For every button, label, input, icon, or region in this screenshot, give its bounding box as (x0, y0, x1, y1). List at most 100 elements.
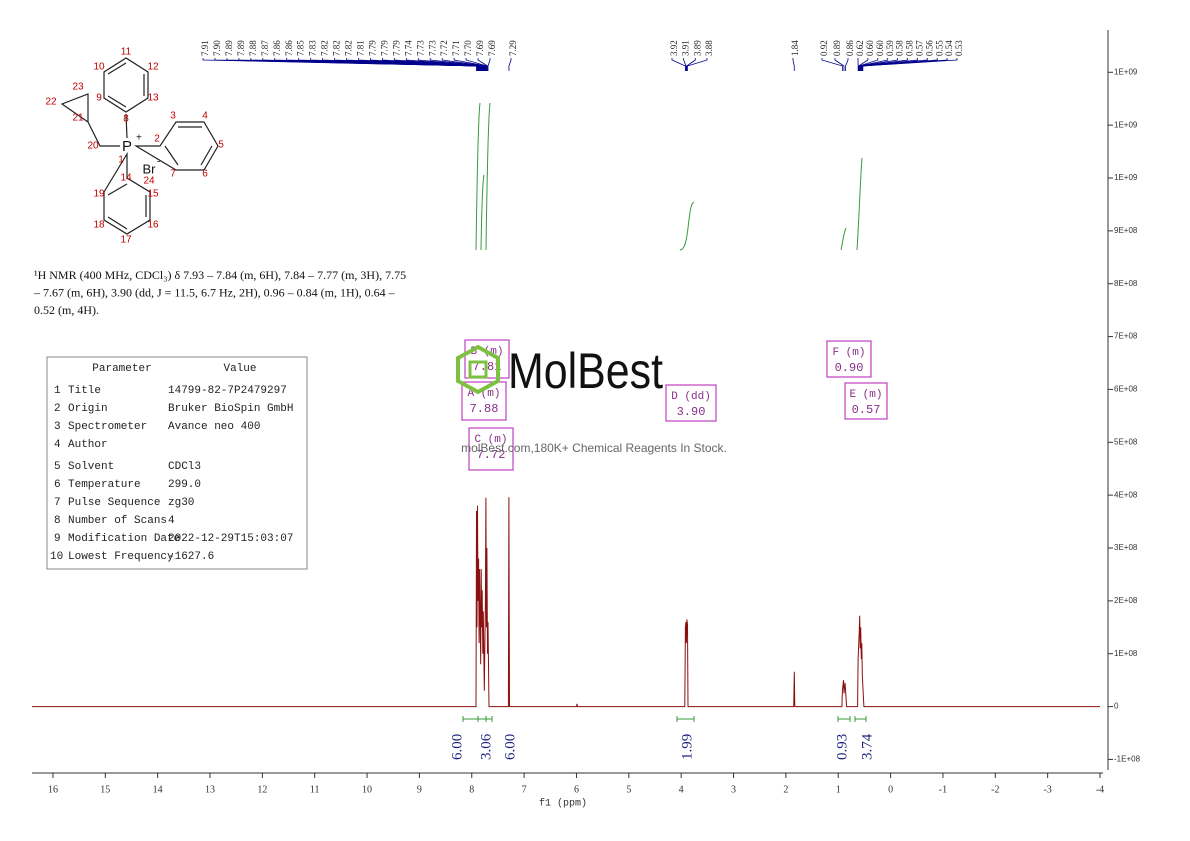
table-cell: 6 (54, 479, 61, 491)
table-cell: 2022-12-29T15:03:07 (168, 533, 293, 545)
table-cell: 14799-82-7P2479297 (168, 385, 287, 397)
peak-label: 7.74 (403, 40, 413, 56)
peak-leader (860, 58, 918, 71)
table-cell: 9 (54, 533, 61, 545)
peak-label: 1.84 (790, 40, 800, 56)
atom-number: 13 (147, 93, 159, 104)
peak-leader (393, 58, 485, 71)
peak-label: 0.92 (819, 40, 829, 56)
x-tick-label: 3 (731, 784, 736, 795)
table-cell: 299.0 (168, 479, 201, 491)
integral-bracket (485, 716, 493, 722)
peak-label: 7.82 (320, 40, 330, 56)
x-tick-label: 0 (888, 784, 893, 795)
peak-label: 7.81 (356, 40, 366, 56)
peak-label: 7.87 (260, 40, 270, 56)
atom-number: 9 (96, 93, 102, 104)
peak-leader (429, 58, 486, 71)
peak-label: 0.58 (905, 40, 915, 56)
peak-leader (845, 58, 849, 71)
peak-label: 7.29 (508, 40, 518, 56)
peak-label: 0.58 (895, 40, 905, 56)
multiplet-box (826, 340, 872, 378)
table-cell: Avance neo 400 (168, 421, 260, 433)
atom-number: 19 (93, 189, 105, 200)
peak-label: 0.89 (832, 40, 842, 56)
multiplet-shift: 7.88 (470, 402, 499, 416)
y-tick-label: 7E+08 (1114, 332, 1138, 341)
peak-leader (477, 58, 488, 71)
peak-leader (860, 58, 908, 71)
multiplet-shift: 0.90 (835, 361, 864, 375)
y-tick-label: 1E+09 (1114, 173, 1138, 182)
table-cell: Lowest Frequency (68, 551, 174, 563)
x-tick-label: 10 (362, 784, 372, 795)
x-tick-label: 14 (153, 784, 163, 795)
multiplet-name: F (m) (832, 347, 865, 359)
peak-label: 7.85 (296, 40, 306, 56)
peak-leader (453, 58, 487, 71)
integral-bracket (837, 716, 851, 722)
table-cell: 5 (54, 461, 61, 473)
integral-bracket (854, 716, 867, 722)
table-cell: Number of Scans (68, 515, 167, 527)
parameter-table: Parameter Value 1 Title 14799-82-7P2479297 2 O… (50, 363, 293, 563)
x-tick-label: 15 (100, 784, 110, 795)
peak-label: 7.70 (463, 40, 473, 56)
y-tick-label: 1E+09 (1114, 120, 1138, 129)
peak-label: 7.71 (451, 40, 461, 56)
integral-bracket (477, 716, 487, 722)
table-cell: CDCl3 (168, 461, 201, 473)
y-tick-label: 0 (1114, 702, 1119, 711)
nmr-text-line: 0.52 (m, 4H). (34, 303, 99, 317)
table-cell: -1627.6 (168, 551, 214, 563)
x-tick-label: 16 (48, 784, 58, 795)
watermark-tagline: molBest.com,180K+ Chemical Reagents In S… (461, 441, 727, 455)
atom-number: 7 (170, 169, 176, 180)
peak-leader (686, 58, 696, 71)
multiplet-box (665, 384, 717, 422)
charge: - (157, 157, 160, 168)
atom-number: 8 (123, 114, 129, 125)
atom-number: 15 (147, 189, 159, 200)
table-header: Parameter (92, 363, 151, 375)
atom-number: 20 (87, 141, 99, 152)
peak-label: 7.89 (224, 40, 234, 56)
table-cell: Temperature (68, 479, 141, 491)
watermark-brand: MolBest (508, 343, 663, 399)
atom-number: 14 (120, 173, 132, 184)
peak-leader (821, 58, 843, 71)
peak-label: 3.89 (692, 40, 702, 56)
atom-number: 10 (93, 62, 105, 73)
watermark: MolBest molBest.com,180K+ Chemical Reage… (456, 343, 727, 455)
atom-number: 3 (170, 111, 176, 122)
peak-leader (687, 58, 708, 71)
x-tick-label: 2 (783, 784, 788, 795)
atom-number: 17 (120, 235, 132, 246)
watermark-logo (456, 344, 500, 395)
plot: 16 15 14 13 12 11 10 9 8 7 6 5 4 3 2 1 0 -1 -2 -3 -4f1 (ppm)… (32, 30, 1141, 810)
structure (60, 57, 219, 235)
peak-label: 7.72 (439, 40, 449, 56)
integral-curve (840, 227, 847, 251)
table-cell: 10 (50, 551, 63, 563)
integral-label: 3.74 (859, 733, 875, 760)
peak-leader (834, 58, 845, 71)
y-tick-label: 5E+08 (1114, 437, 1138, 446)
peak-label: 3.91 (681, 40, 691, 56)
peak-label: 0.57 (914, 40, 924, 56)
atom-number: 23 (72, 82, 84, 93)
peak-leader (859, 58, 898, 71)
peak-label: 0.59 (885, 40, 895, 56)
integral-label: 1.99 (679, 734, 695, 760)
peak-label: 7.82 (332, 40, 342, 56)
atom: Br (143, 161, 157, 176)
table-cell: 3 (54, 421, 61, 433)
table-cell: 4 (54, 439, 61, 451)
x-tick-label: 4 (679, 784, 684, 795)
peak-leader (858, 58, 879, 71)
nmr-text-line: – 7.67 (m, 6H), 3.90 (dd, J = 11.5, 6.7 … (33, 285, 396, 299)
y-tick-label: 2E+08 (1114, 596, 1138, 605)
integral-label: 3.06 (478, 733, 494, 760)
